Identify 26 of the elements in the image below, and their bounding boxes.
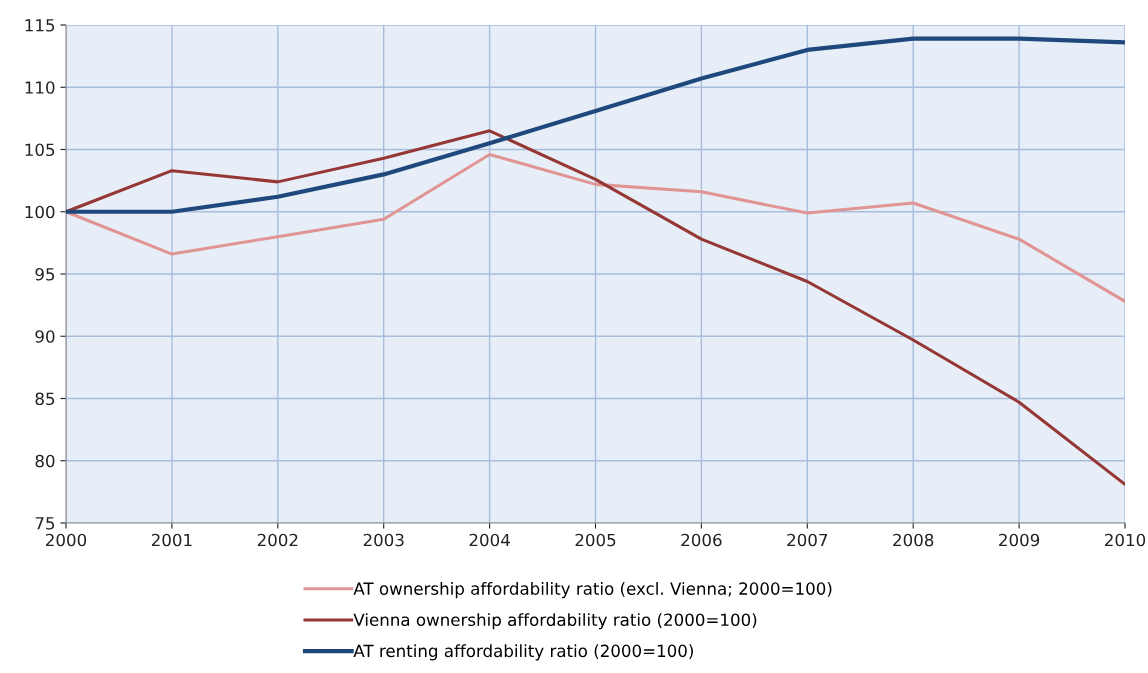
line-series: [66, 152, 1125, 303]
line-series: [66, 129, 1125, 486]
y-tick-label: 95: [35, 267, 55, 281]
y-tick-label: 105: [25, 143, 55, 157]
x-tick-label: 2009: [999, 533, 1040, 547]
x-tick-label: 2008: [893, 533, 934, 547]
y-tick-label: 115: [25, 19, 55, 32]
x-tick-label: 2005: [575, 533, 616, 547]
x-tick-label: 2004: [469, 533, 510, 547]
y-tick-label: 100: [25, 205, 55, 219]
x-tick-label: 2000: [46, 533, 87, 547]
y-tick-label: 85: [35, 392, 55, 406]
legend-label: Vienna ownership affordability ratio (2000=100): [353, 613, 757, 630]
y-tick-label: 110: [25, 81, 55, 94]
x-tick-label: 2006: [681, 533, 722, 547]
x-tick-label: 2007: [787, 533, 828, 547]
y-tick-label: 80: [35, 454, 55, 468]
y-tick-label: 90: [35, 330, 55, 343]
x-tick-label: 2010: [1105, 533, 1146, 547]
y-tick-label: 75: [35, 517, 55, 530]
x-tick-label: 2002: [257, 533, 298, 547]
x-tick-label: 2001: [151, 533, 192, 547]
legend-label: AT renting affordability ratio (2000=100): [353, 644, 693, 661]
x-tick-label: 2003: [363, 533, 404, 547]
legend-label: AT ownership affordability ratio (excl. Vienna; 2000=100): [353, 582, 832, 599]
line-series: [66, 36, 1125, 214]
